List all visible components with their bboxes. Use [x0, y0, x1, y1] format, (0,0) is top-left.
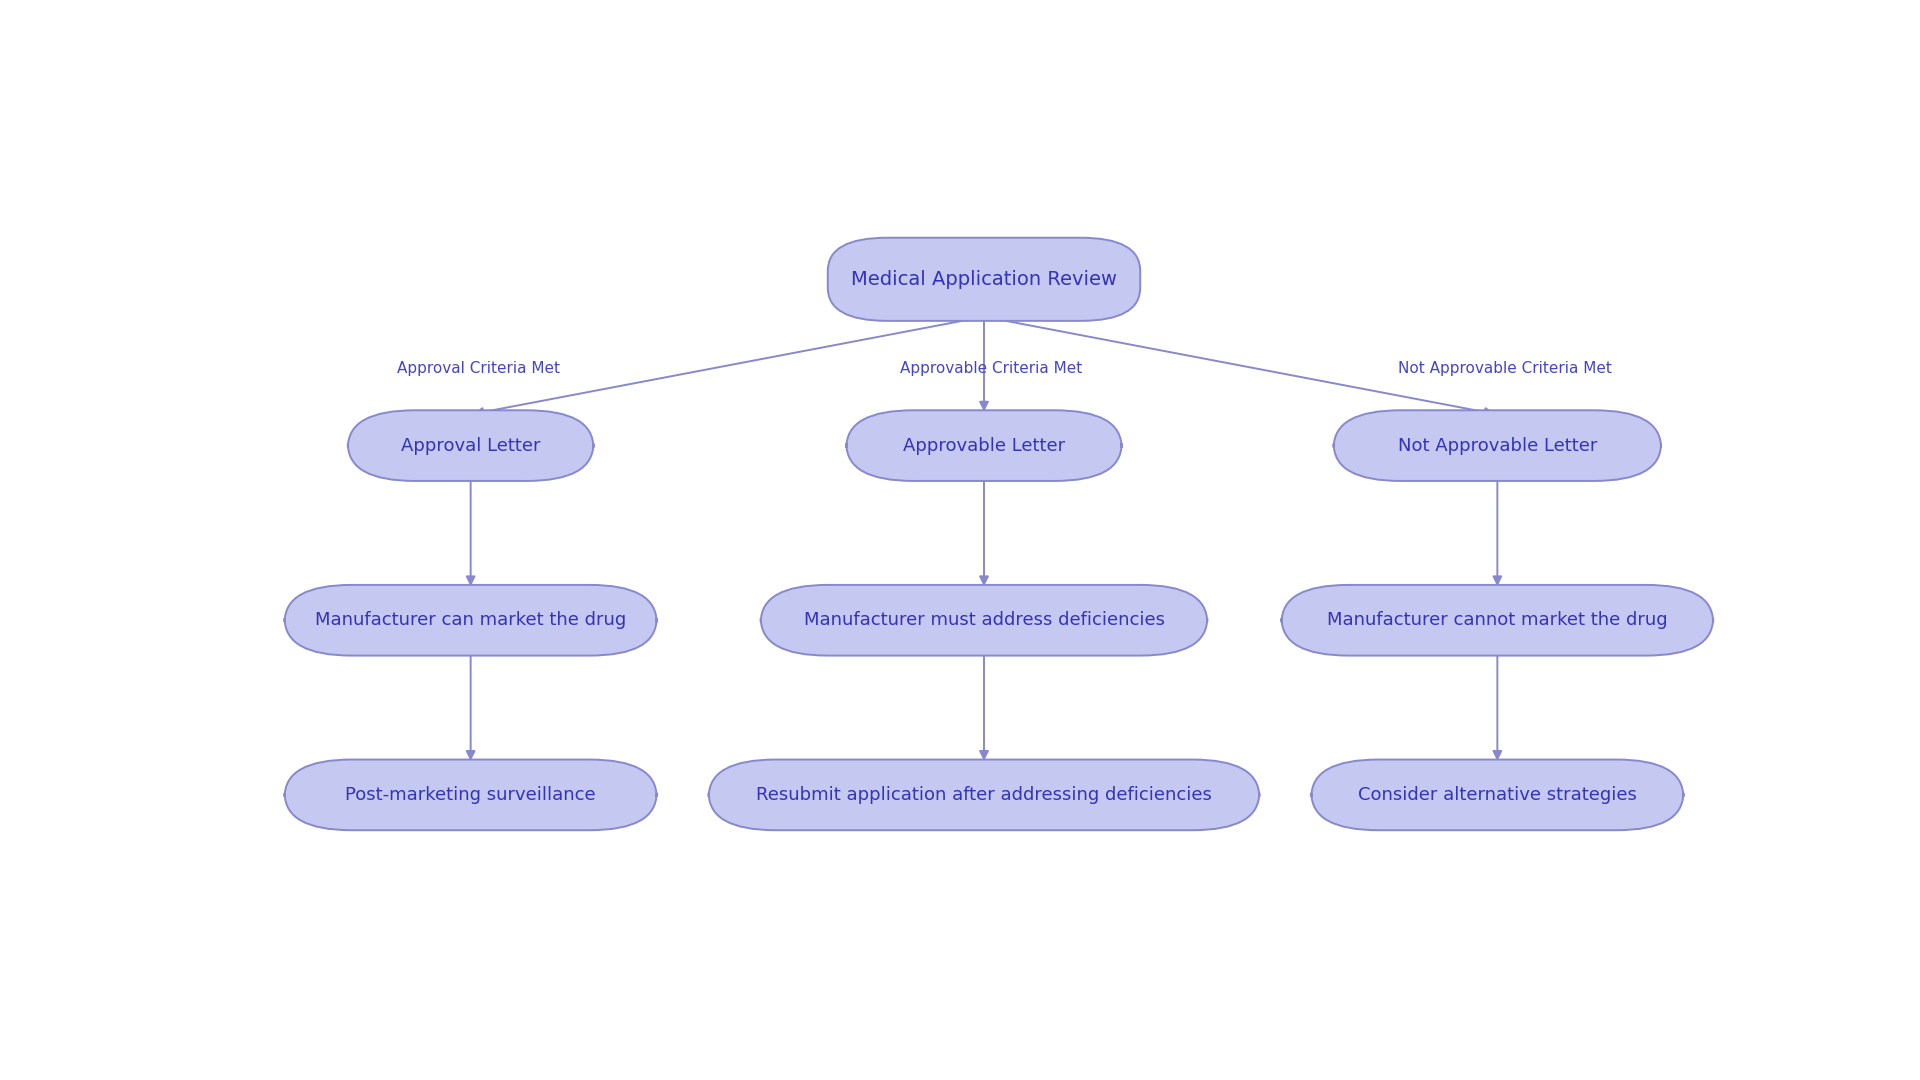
Text: Post-marketing surveillance: Post-marketing surveillance [346, 786, 595, 804]
FancyBboxPatch shape [828, 238, 1140, 321]
FancyBboxPatch shape [348, 410, 593, 481]
Text: Manufacturer can market the drug: Manufacturer can market the drug [315, 611, 626, 630]
Text: Consider alternative strategies: Consider alternative strategies [1357, 786, 1636, 804]
FancyBboxPatch shape [760, 585, 1208, 656]
Text: Approval Criteria Met: Approval Criteria Met [397, 361, 559, 376]
Text: Approval Letter: Approval Letter [401, 436, 540, 455]
Text: Manufacturer must address deficiencies: Manufacturer must address deficiencies [803, 611, 1165, 630]
FancyBboxPatch shape [284, 759, 657, 831]
FancyBboxPatch shape [708, 759, 1260, 831]
Text: Approvable Criteria Met: Approvable Criteria Met [900, 361, 1083, 376]
FancyBboxPatch shape [847, 410, 1121, 481]
FancyBboxPatch shape [1334, 410, 1661, 481]
Text: Medical Application Review: Medical Application Review [851, 270, 1117, 288]
Text: Not Approvable Letter: Not Approvable Letter [1398, 436, 1597, 455]
Text: Approvable Letter: Approvable Letter [902, 436, 1066, 455]
FancyBboxPatch shape [1311, 759, 1684, 831]
Text: Manufacturer cannot market the drug: Manufacturer cannot market the drug [1327, 611, 1668, 630]
Text: Resubmit application after addressing deficiencies: Resubmit application after addressing de… [756, 786, 1212, 804]
FancyBboxPatch shape [284, 585, 657, 656]
Text: Not Approvable Criteria Met: Not Approvable Criteria Met [1398, 361, 1611, 376]
FancyBboxPatch shape [1283, 585, 1713, 656]
